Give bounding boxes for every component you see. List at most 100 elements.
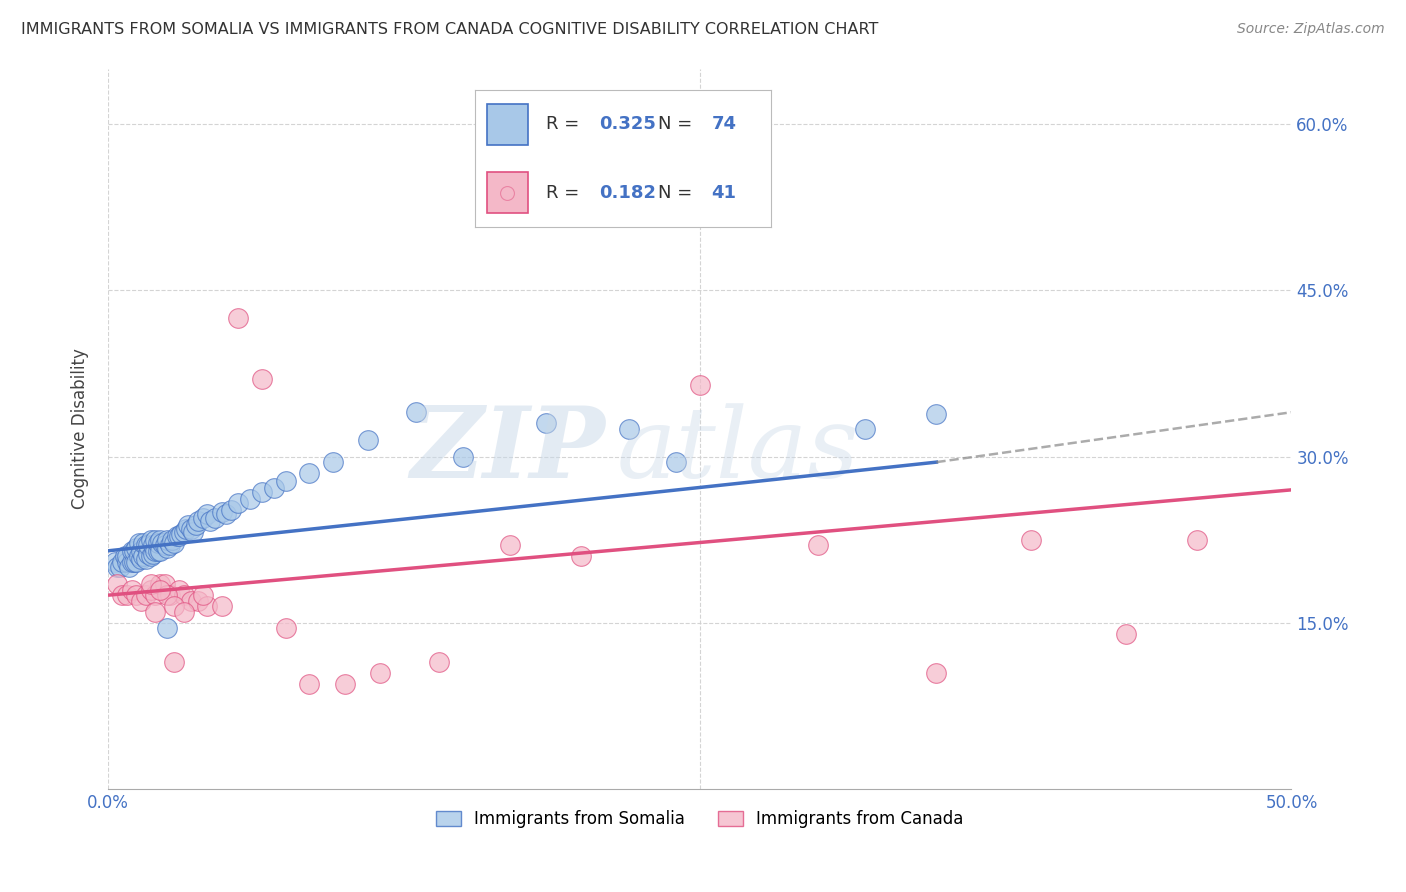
Point xyxy=(499,538,522,552)
Point xyxy=(159,588,181,602)
Point xyxy=(107,560,129,574)
Point xyxy=(139,533,162,547)
Point xyxy=(569,549,592,564)
Point xyxy=(219,503,242,517)
Point xyxy=(153,538,176,552)
Point xyxy=(163,536,186,550)
Point xyxy=(807,538,830,552)
Point xyxy=(197,599,219,614)
Point xyxy=(166,529,188,543)
Point xyxy=(180,522,202,536)
Point xyxy=(129,593,152,607)
Point xyxy=(187,593,209,607)
Point xyxy=(173,588,195,602)
Point xyxy=(167,529,190,543)
Point xyxy=(534,417,557,431)
Point xyxy=(143,588,166,602)
Point xyxy=(274,474,297,488)
Point xyxy=(121,582,143,597)
Point xyxy=(143,605,166,619)
Y-axis label: Cognitive Disability: Cognitive Disability xyxy=(72,349,89,509)
Point xyxy=(135,551,157,566)
Point xyxy=(197,508,219,522)
Point xyxy=(149,577,172,591)
Point xyxy=(143,533,166,547)
Point xyxy=(925,408,948,422)
Point xyxy=(115,549,138,564)
Point xyxy=(121,555,143,569)
Point xyxy=(239,491,262,506)
Text: Source: ZipAtlas.com: Source: ZipAtlas.com xyxy=(1237,22,1385,37)
Point xyxy=(298,677,321,691)
Text: IMMIGRANTS FROM SOMALIA VS IMMIGRANTS FROM CANADA COGNITIVE DISABILITY CORRELATI: IMMIGRANTS FROM SOMALIA VS IMMIGRANTS FR… xyxy=(21,22,879,37)
Point xyxy=(136,547,159,561)
Point xyxy=(122,555,145,569)
Point xyxy=(111,588,134,602)
Point xyxy=(163,599,186,614)
Point xyxy=(107,577,129,591)
Point xyxy=(149,533,172,547)
Point xyxy=(211,599,233,614)
Point xyxy=(122,544,145,558)
Point xyxy=(451,450,474,464)
Point xyxy=(118,560,141,574)
Point xyxy=(1019,533,1042,547)
Point xyxy=(125,555,148,569)
Point xyxy=(250,372,273,386)
Point xyxy=(174,522,197,536)
Point xyxy=(163,655,186,669)
Point xyxy=(146,536,169,550)
Point xyxy=(333,677,356,691)
Point xyxy=(156,533,179,547)
Point xyxy=(132,549,155,564)
Point xyxy=(104,555,127,569)
Point xyxy=(156,588,179,602)
Text: atlas: atlas xyxy=(617,403,859,498)
Point xyxy=(128,549,150,564)
Point xyxy=(181,524,204,539)
Text: ZIP: ZIP xyxy=(411,402,605,499)
Point xyxy=(405,405,427,419)
Point xyxy=(160,533,183,547)
Point xyxy=(322,455,344,469)
Point xyxy=(617,422,640,436)
Point xyxy=(204,510,226,524)
Point xyxy=(143,544,166,558)
Point xyxy=(357,433,380,447)
Point xyxy=(139,549,162,564)
Point xyxy=(153,577,176,591)
Point xyxy=(1185,533,1208,547)
Point xyxy=(215,508,238,522)
Point xyxy=(925,665,948,680)
Legend: Immigrants from Somalia, Immigrants from Canada: Immigrants from Somalia, Immigrants from… xyxy=(429,804,970,835)
Point xyxy=(135,588,157,602)
Point xyxy=(173,524,195,539)
Point xyxy=(135,538,157,552)
Point xyxy=(427,655,450,669)
Point xyxy=(250,485,273,500)
Point xyxy=(156,622,179,636)
Point xyxy=(129,551,152,566)
Point xyxy=(198,514,221,528)
Point xyxy=(177,518,200,533)
Point xyxy=(115,555,138,569)
Point xyxy=(187,514,209,528)
Point xyxy=(170,527,193,541)
Point xyxy=(128,536,150,550)
Point xyxy=(142,538,165,552)
Point xyxy=(115,588,138,602)
Point xyxy=(125,588,148,602)
Point xyxy=(111,555,134,569)
Point xyxy=(146,544,169,558)
Point xyxy=(108,560,131,574)
Point xyxy=(167,582,190,597)
Point xyxy=(156,541,179,555)
Point xyxy=(665,455,688,469)
Point xyxy=(263,481,285,495)
Point xyxy=(152,536,174,550)
Point xyxy=(298,467,321,481)
Point xyxy=(129,544,152,558)
Point xyxy=(114,549,136,564)
Point xyxy=(125,541,148,555)
Point xyxy=(149,582,172,597)
